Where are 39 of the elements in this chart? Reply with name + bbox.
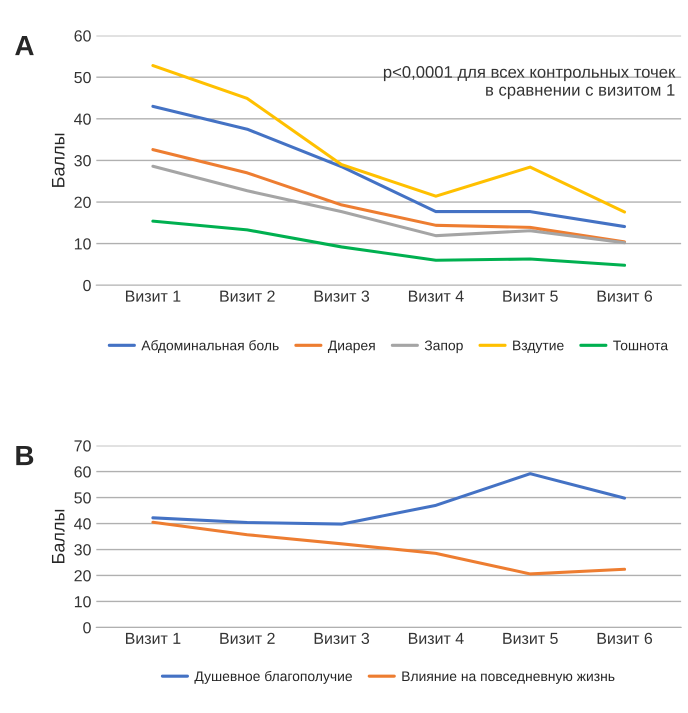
x-tick-label: Визит 2	[220, 290, 275, 302]
x-tick-label: Визит 1	[126, 290, 180, 302]
x-tick-label: Визит 3	[314, 290, 370, 302]
x-tick-label: Визит 5	[503, 290, 558, 302]
legend-label: Душевное благополучие	[194, 670, 352, 684]
x-tick-label: Визит 6	[598, 290, 652, 302]
legend-label: Вздутие	[513, 340, 564, 354]
chart-title: B	[16, 446, 34, 466]
y-tick-label: 50	[74, 492, 91, 504]
chart-title: A	[15, 36, 34, 56]
x-tick-label: Визит 6	[598, 632, 652, 644]
y-tick-label: 20	[74, 196, 91, 208]
x-tick-label: Визит 1	[126, 632, 180, 644]
y-tick-label: 30	[74, 544, 91, 556]
y-tick-label: 10	[74, 596, 91, 608]
y-tick-label: 60	[74, 30, 91, 42]
y-axis-title: Баллы	[52, 510, 65, 564]
y-tick-label: 60	[74, 466, 91, 478]
y-axis-title: Баллы	[52, 134, 65, 187]
legend-label: Абдоминальная боль	[141, 340, 279, 353]
legend-label: Влияние на повседневную жизнь	[402, 671, 614, 684]
y-tick-label: 20	[74, 570, 91, 582]
y-tick-label: 40	[74, 113, 91, 125]
y-tick-label: 50	[74, 72, 91, 84]
y-tick-label: 70	[74, 440, 91, 452]
legend-label: Диарея	[328, 340, 375, 354]
x-tick-label: Визит 4	[408, 290, 464, 302]
x-tick-label: Визит 5	[503, 632, 558, 644]
annotation: p<0,0001 для всех контрольных точек в сравнении с визитом 1	[384, 66, 676, 100]
x-tick-label: Визит 3	[314, 632, 370, 644]
x-tick-label: Визит 2	[220, 632, 275, 644]
y-tick-label: 40	[74, 518, 91, 530]
y-tick-label: 10	[74, 238, 91, 250]
x-tick-label: Визит 4	[408, 632, 464, 644]
y-tick-label: 30	[74, 155, 91, 166]
y-tick-label: 0	[83, 622, 91, 634]
legend-label: Тошнота	[613, 340, 668, 350]
y-tick-label: 0	[83, 280, 91, 292]
legend-label: Запор	[424, 340, 463, 354]
